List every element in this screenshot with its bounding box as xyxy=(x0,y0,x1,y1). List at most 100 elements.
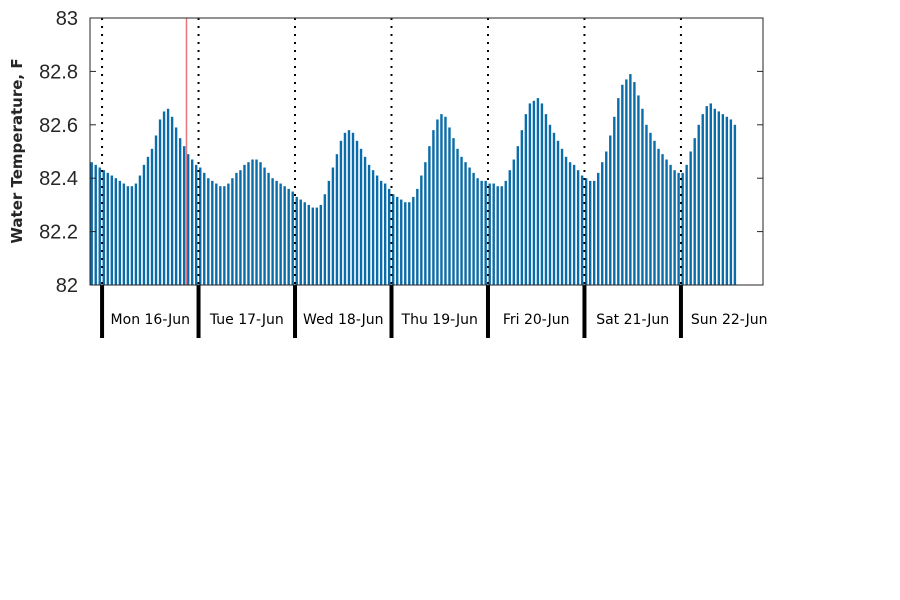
temperature-bar xyxy=(247,162,250,285)
temperature-bar xyxy=(697,124,700,285)
temperature-bar xyxy=(468,167,471,285)
temperature-bar xyxy=(560,148,564,285)
temperature-bar xyxy=(146,156,150,285)
temperature-bar xyxy=(536,98,540,285)
temperature-bar xyxy=(355,140,359,285)
temperature-bar xyxy=(629,74,632,285)
temperature-bar xyxy=(174,127,178,285)
temperature-bar xyxy=(142,164,146,285)
temperature-bar xyxy=(641,108,644,285)
temperature-bar xyxy=(371,170,375,285)
temperature-bar xyxy=(227,183,230,285)
temperature-bar xyxy=(162,111,166,285)
temperature-bar xyxy=(448,127,451,285)
y-tick-label: 83 xyxy=(56,8,78,30)
y-axis-label: Water Temperature, F xyxy=(8,58,26,243)
temperature-bar xyxy=(110,175,113,285)
temperature-bar xyxy=(673,170,676,285)
temperature-bar xyxy=(203,172,206,285)
day-label: Sat 21-Jun xyxy=(596,312,669,328)
temperature-bar xyxy=(396,196,399,285)
plot-frame xyxy=(89,17,764,286)
temperature-bar xyxy=(645,124,648,285)
temperature-bar xyxy=(584,178,588,285)
temperature-bar xyxy=(94,164,97,285)
temperature-bar xyxy=(191,159,194,285)
temperature-bar xyxy=(440,114,443,286)
temperature-bar xyxy=(621,84,624,285)
temperature-bar xyxy=(484,180,487,285)
temperature-bar xyxy=(464,162,467,285)
temperature-bar xyxy=(351,132,355,285)
temperature-bar xyxy=(307,204,310,285)
temperature-bar xyxy=(580,175,584,285)
temperature-bar xyxy=(721,114,725,286)
temperature-bar xyxy=(597,172,600,285)
temperature-bar xyxy=(259,162,262,285)
temperature-bar xyxy=(363,156,367,285)
temperature-bar xyxy=(500,186,503,285)
temperature-bar xyxy=(516,146,520,285)
bars-layer xyxy=(90,74,737,286)
temperature-bar xyxy=(496,186,499,285)
temperature-bar xyxy=(681,172,684,285)
temperature-bar xyxy=(375,175,379,285)
temperature-bar xyxy=(432,130,435,285)
temperature-bar xyxy=(331,167,335,285)
y-tick-label: 82.6 xyxy=(39,115,78,137)
temperature-bar xyxy=(412,196,415,285)
temperature-bar xyxy=(303,202,306,285)
temperature-bar xyxy=(729,119,733,286)
temperature-bar xyxy=(150,148,154,285)
temperature-bar xyxy=(239,170,242,285)
temperature-bar xyxy=(717,111,721,285)
x-axis-day-labels: Mon 16-Jun Tue 17-Jun Wed 18-Jun Thu 19-Jun… xyxy=(111,312,768,328)
temperature-bar xyxy=(669,164,672,285)
temperature-bar xyxy=(199,167,202,285)
temperature-bar xyxy=(408,202,411,285)
temperature-bar xyxy=(428,146,431,285)
temperature-bar xyxy=(231,178,234,285)
temperature-bar xyxy=(593,180,596,285)
temperature-bar xyxy=(154,135,158,285)
temperature-bar xyxy=(106,172,109,285)
temperature-bar xyxy=(705,106,708,285)
temperature-bar xyxy=(657,148,660,285)
temperature-bar xyxy=(520,130,524,285)
temperature-bar xyxy=(255,159,258,285)
temperature-bar xyxy=(235,172,238,285)
temperature-bar xyxy=(295,196,298,285)
temperature-bar xyxy=(367,164,371,285)
temperature-bar xyxy=(263,167,266,285)
temperature-bar xyxy=(444,116,447,285)
temperature-bar xyxy=(693,138,696,285)
temperature-bar xyxy=(207,178,210,285)
day-label: Sun 22-Jun xyxy=(691,312,768,328)
temperature-bar xyxy=(617,98,620,285)
temperature-bar xyxy=(347,130,351,285)
temperature-bar xyxy=(267,172,270,285)
temperature-bar xyxy=(126,186,130,285)
temperature-bar xyxy=(552,132,556,285)
temperature-bar xyxy=(122,183,126,285)
temperature-bar xyxy=(404,202,407,285)
temperature-bar xyxy=(540,103,544,285)
temperature-bar xyxy=(572,164,576,285)
temperature-bar xyxy=(556,140,560,285)
day-label: Thu 19-Jun xyxy=(401,312,478,328)
temperature-bar xyxy=(283,186,286,285)
temperature-bar xyxy=(476,178,479,285)
temperature-bar xyxy=(637,95,640,286)
temperature-bar xyxy=(601,162,604,285)
temperature-bar xyxy=(492,183,495,285)
temperature-bar xyxy=(319,204,323,285)
y-axis: 82 82.2 82.4 82.6 82.8 83 xyxy=(39,8,763,297)
temperature-bar xyxy=(480,180,483,285)
temperature-bar xyxy=(653,140,656,285)
temperature-bar xyxy=(564,156,568,285)
temperature-bar xyxy=(186,154,190,285)
temperature-bar xyxy=(544,114,548,286)
temperature-bar xyxy=(335,154,339,285)
temperature-bar xyxy=(420,175,423,285)
